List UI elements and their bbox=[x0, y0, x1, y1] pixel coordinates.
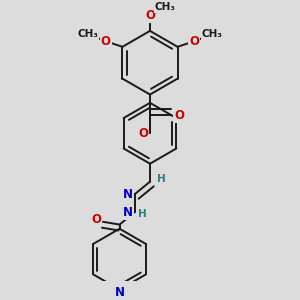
Text: CH₃: CH₃ bbox=[202, 29, 223, 39]
Text: H: H bbox=[138, 208, 147, 218]
Text: O: O bbox=[138, 127, 148, 140]
Text: O: O bbox=[189, 35, 199, 48]
Text: O: O bbox=[145, 9, 155, 22]
Text: N: N bbox=[123, 188, 133, 201]
Text: O: O bbox=[101, 35, 111, 48]
Text: O: O bbox=[174, 109, 184, 122]
Text: CH₃: CH₃ bbox=[77, 29, 98, 39]
Text: O: O bbox=[91, 212, 101, 226]
Text: N: N bbox=[123, 206, 133, 219]
Text: CH₃: CH₃ bbox=[155, 2, 176, 12]
Text: N: N bbox=[115, 286, 124, 299]
Text: H: H bbox=[157, 174, 165, 184]
